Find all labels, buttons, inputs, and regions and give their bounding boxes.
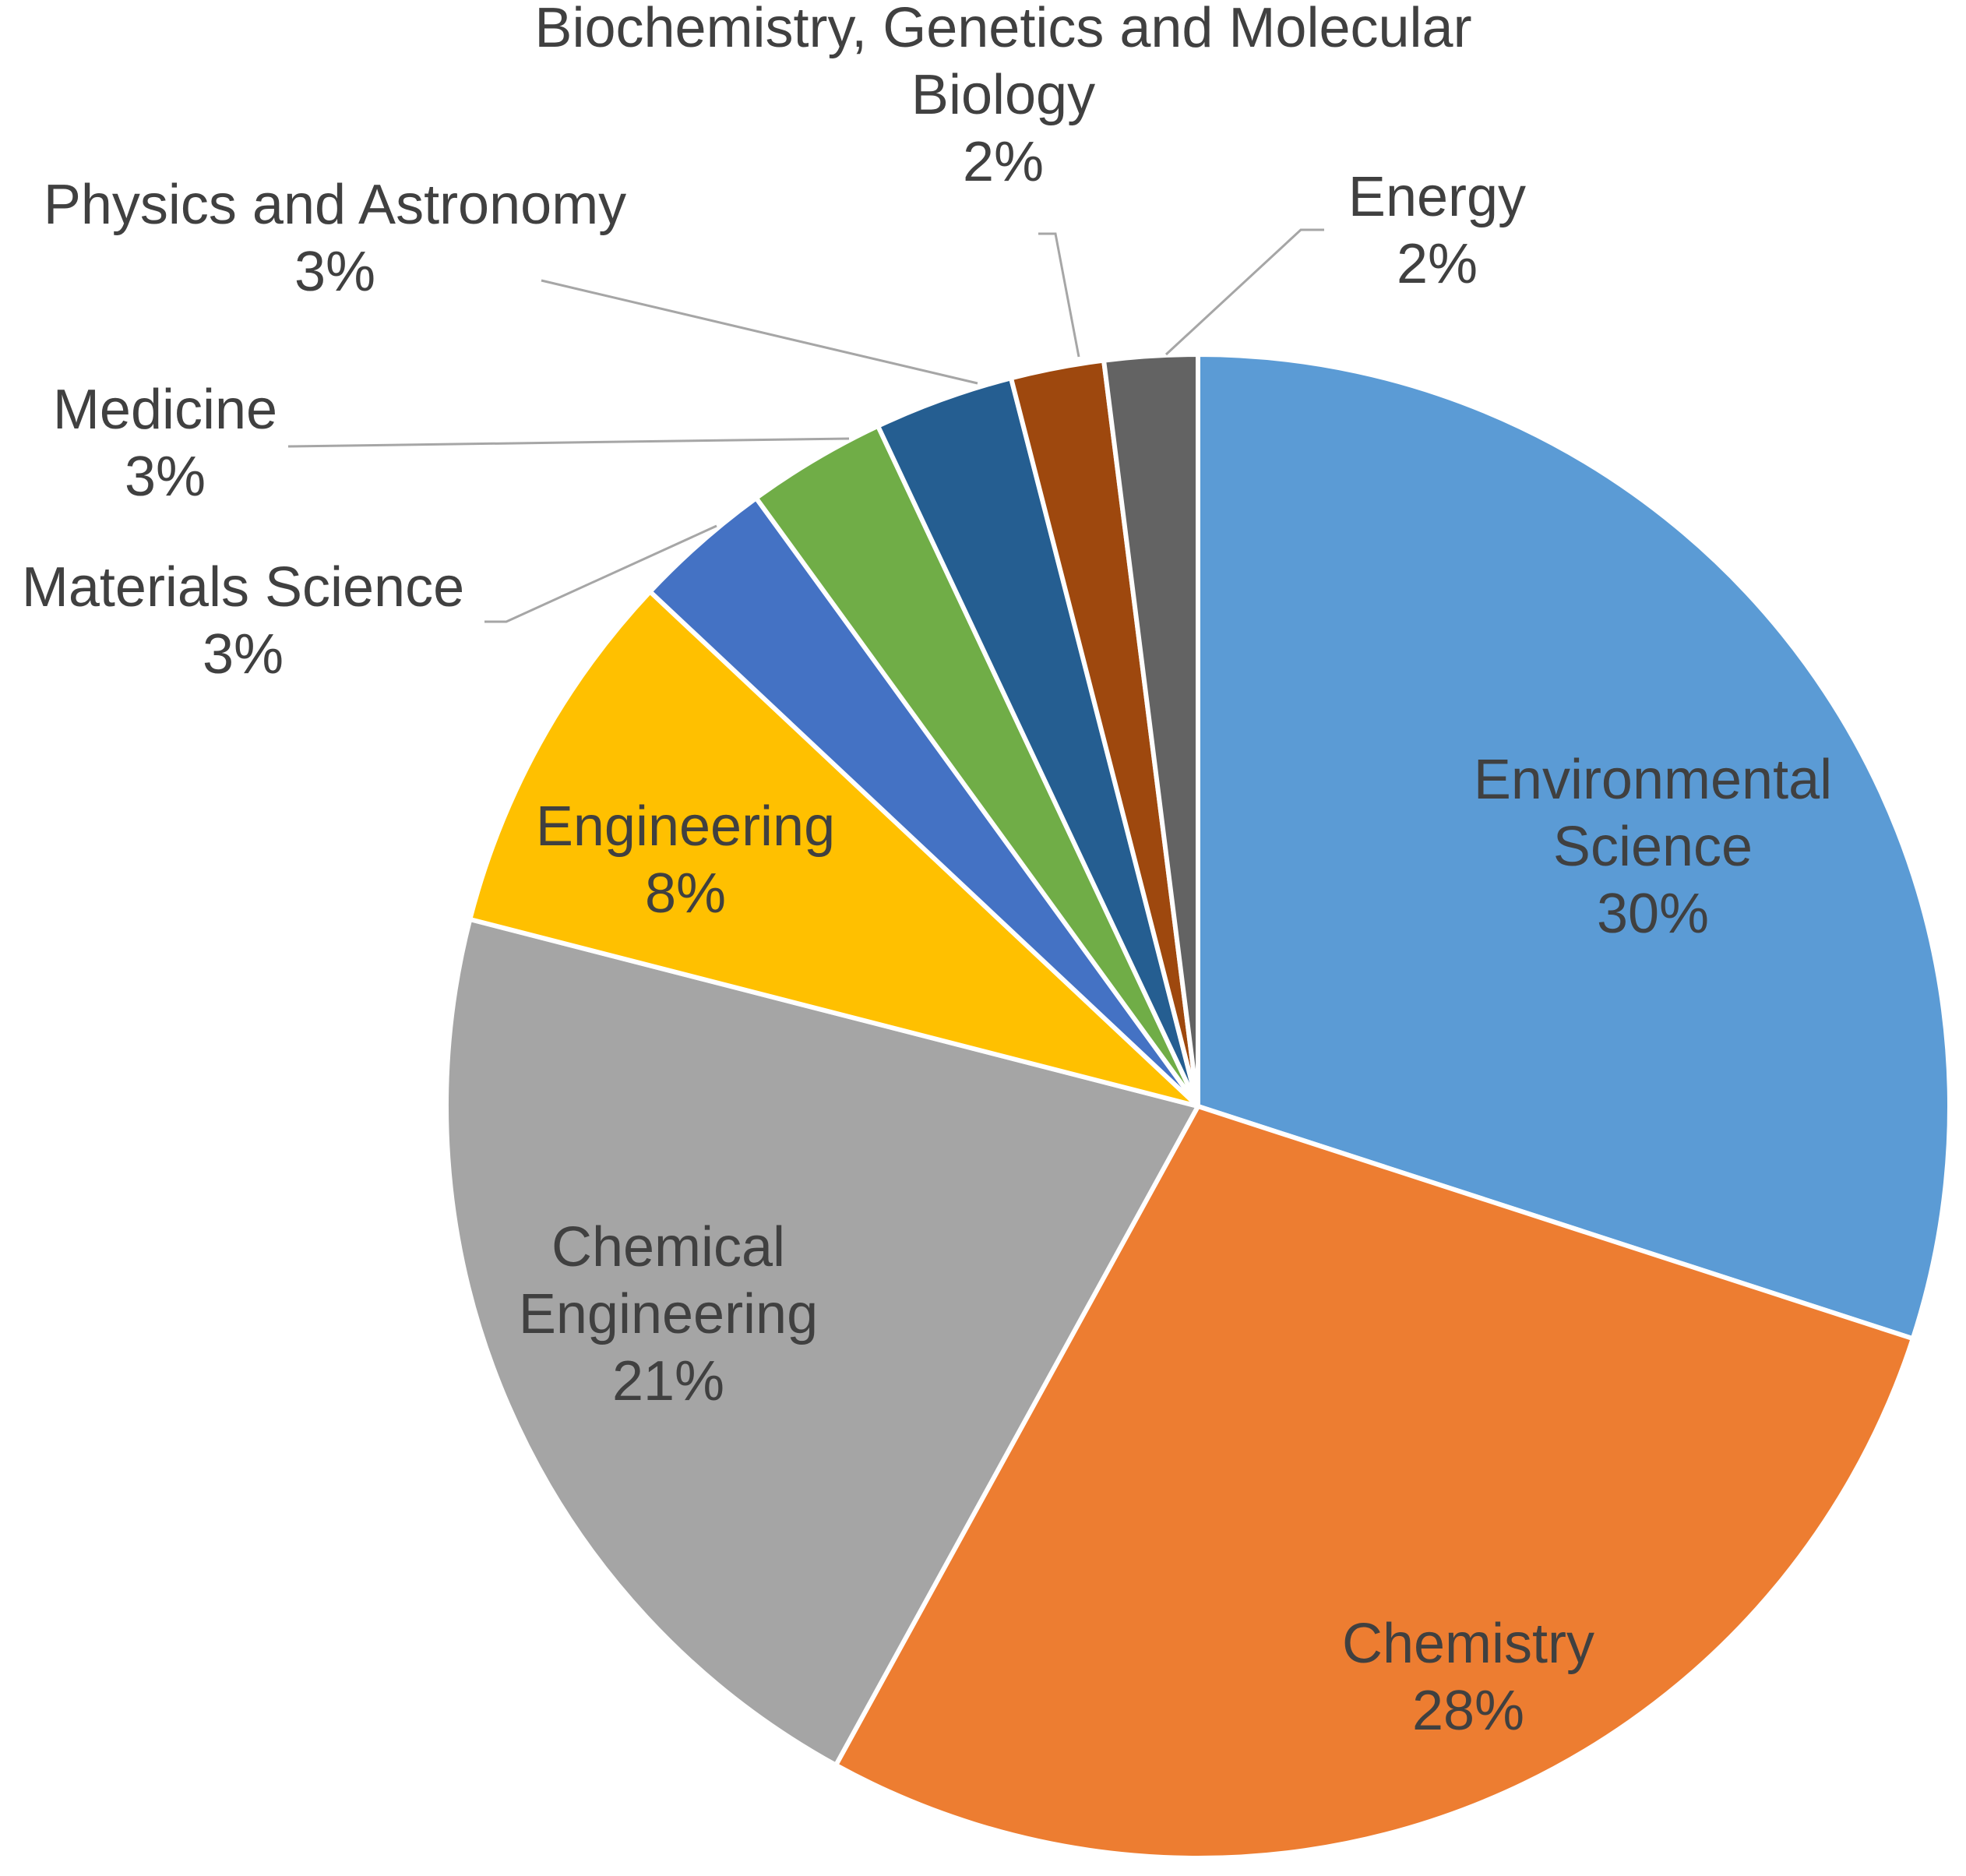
- data-label: Materials Science 3%: [22, 556, 464, 686]
- leader-line: [287, 437, 850, 448]
- data-label-category: Science: [1553, 816, 1753, 878]
- data-label: Physics and Astronomy 3%: [44, 174, 626, 303]
- data-label-category: Physics and Astronomy: [44, 174, 626, 236]
- data-label-category: Medicine: [53, 379, 277, 441]
- leader-lines: [287, 228, 1324, 623]
- data-label-percent: 3%: [125, 446, 206, 508]
- data-label-category: Chemical: [551, 1216, 785, 1278]
- data-label: Chemistry 28%: [1342, 1613, 1594, 1742]
- data-label-category: Environmental: [1474, 749, 1832, 811]
- data-label-category: Biology: [911, 64, 1095, 126]
- data-label-percent: 30%: [1597, 883, 1709, 945]
- data-label-percent: 3%: [203, 623, 284, 686]
- data-label: Medicine 3%: [53, 379, 277, 508]
- pie-slice-environmental-science: [1196, 352, 1952, 1342]
- leader-line: [1164, 228, 1324, 356]
- data-label: Engineering 8%: [536, 795, 835, 925]
- data-label-percent: 2%: [1397, 233, 1478, 295]
- data-label: Energy 2%: [1348, 166, 1526, 295]
- pie-slice-engineering: [467, 589, 1200, 1109]
- leader-line: [484, 524, 717, 623]
- data-label-percent: 28%: [1412, 1680, 1524, 1742]
- data-labels: Environmental Science 30%Chemistry 28%Chemi…: [22, 0, 1832, 1742]
- data-label-category: Engineering: [519, 1283, 818, 1345]
- data-label-category: Engineering: [536, 795, 835, 858]
- data-label-percent: 21%: [612, 1350, 724, 1412]
- data-label-category: Biochemistry, Genetics and Molecular: [534, 0, 1471, 59]
- data-label-percent: 8%: [645, 862, 726, 925]
- pie-slice-chemistry: [833, 1104, 1915, 1860]
- data-label-category: Chemistry: [1342, 1613, 1594, 1675]
- data-label: Chemical Engineering 21%: [519, 1216, 818, 1412]
- pie-slice-chemical-engineering: [444, 917, 1200, 1768]
- data-label: Biochemistry, Genetics and Molecular Biol…: [534, 0, 1471, 193]
- leader-line: [1038, 232, 1080, 358]
- data-label-percent: 2%: [963, 131, 1044, 193]
- data-label-category: Energy: [1348, 166, 1526, 228]
- data-label-category: Materials Science: [22, 556, 464, 619]
- leader-line: [541, 279, 978, 385]
- data-label: Environmental Science 30%: [1474, 749, 1832, 945]
- pie-slice-energy: [1101, 352, 1200, 1109]
- pie-slices: [444, 352, 1952, 1860]
- data-label-percent: 3%: [294, 241, 375, 303]
